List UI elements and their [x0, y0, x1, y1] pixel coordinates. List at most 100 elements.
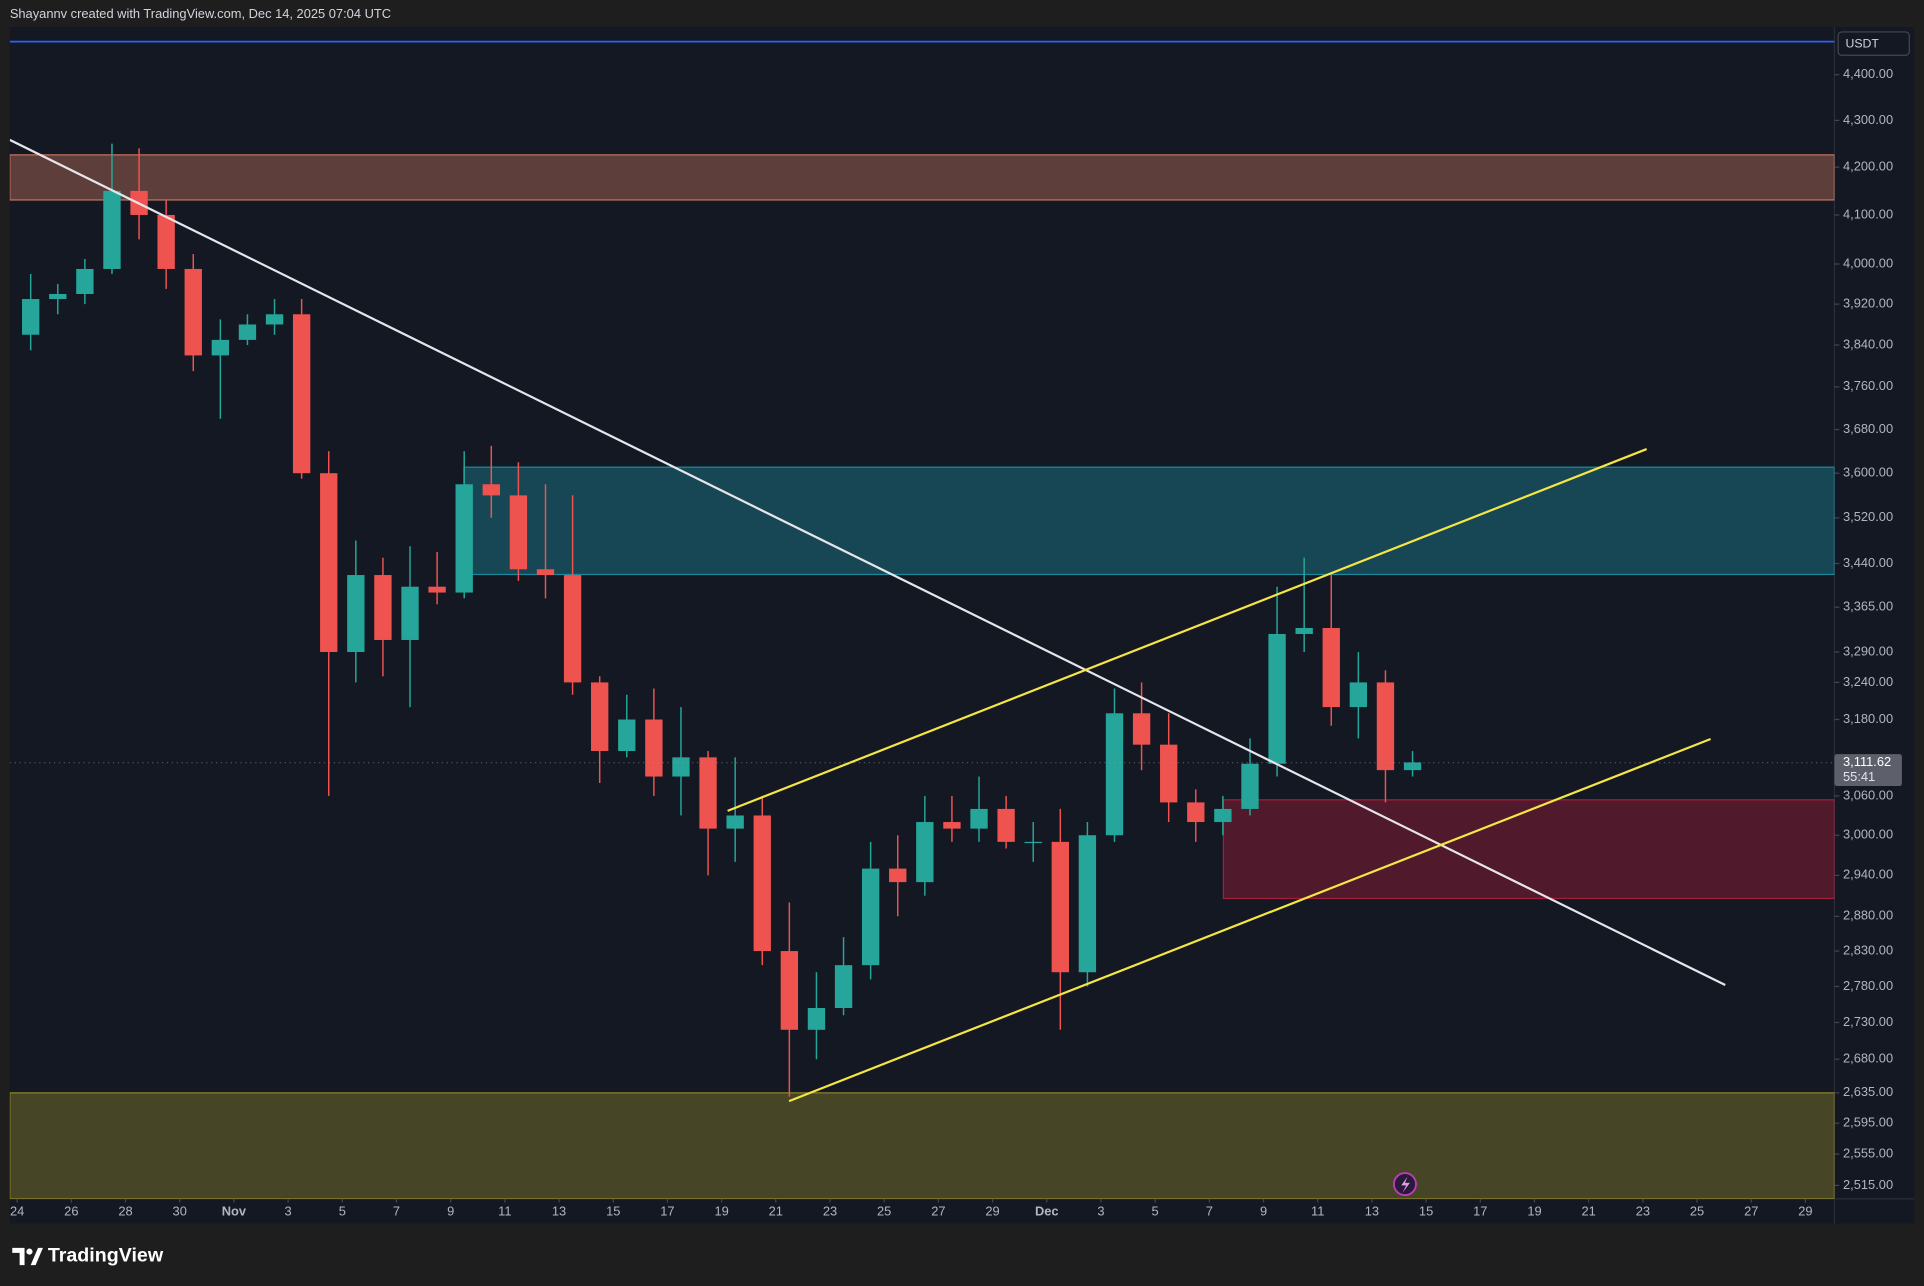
candle-body [76, 268, 94, 295]
countdown-label: 55:41 [1843, 769, 1875, 784]
x-tick-label: 9 [1260, 1204, 1267, 1219]
x-tick-label: 26 [64, 1204, 78, 1219]
x-tick-label: 23 [823, 1204, 837, 1219]
zone [9, 1092, 1835, 1199]
candle-body [455, 484, 473, 593]
candle-body [320, 473, 338, 653]
x-tick-label: 25 [877, 1204, 891, 1219]
x-tick-label: 19 [1527, 1204, 1541, 1219]
candle-body [1187, 802, 1205, 823]
candle-body [1241, 763, 1259, 809]
candle-body [753, 815, 771, 952]
candle-body [1051, 841, 1069, 973]
zone [1222, 799, 1835, 900]
x-tick-label: 21 [769, 1204, 783, 1219]
y-tick-label: 3,840.00 [1843, 336, 1893, 351]
x-tick-label: 27 [1744, 1204, 1758, 1219]
currency-label: USDT [1845, 36, 1879, 50]
x-tick-label: 19 [714, 1204, 728, 1219]
candle-body [889, 868, 907, 883]
candle-body [645, 719, 663, 777]
x-tick-label: 13 [552, 1204, 566, 1219]
x-tick-label: 28 [118, 1204, 132, 1219]
y-tick-label: 2,780.00 [1843, 978, 1893, 993]
x-tick-label: 29 [1798, 1204, 1812, 1219]
candle-body [428, 586, 446, 593]
candle-body [1105, 713, 1124, 836]
x-tick-label: 17 [1473, 1204, 1487, 1219]
x-tick-label: 11 [1311, 1204, 1324, 1219]
candle-body [834, 965, 853, 1009]
y-tick-label: 3,520.00 [1843, 509, 1893, 524]
y-tick-label: 2,730.00 [1843, 1014, 1893, 1029]
x-tick-label: 9 [447, 1204, 454, 1219]
y-tick-label: 2,880.00 [1843, 908, 1893, 923]
x-tick-label: 3 [1097, 1204, 1104, 1219]
candle-body [103, 190, 121, 269]
candle-body [1403, 762, 1422, 771]
x-tick-label: 27 [931, 1204, 945, 1219]
trendline [727, 448, 1648, 812]
candle-body [1322, 628, 1340, 708]
candle-body [157, 214, 175, 269]
candle-body [265, 314, 284, 325]
y-tick-label: 4,400.00 [1843, 66, 1893, 81]
y-tick-label: 3,760.00 [1843, 378, 1893, 393]
candle-body [1160, 744, 1178, 803]
y-tick-label: 4,200.00 [1843, 159, 1893, 174]
snapshot-header: Shayannv created with TradingView.com, D… [10, 6, 391, 21]
y-tick-label: 3,290.00 [1843, 643, 1893, 658]
candle-body [591, 682, 609, 751]
candle-body [1024, 841, 1042, 844]
candle-body [1268, 633, 1286, 764]
y-tick-label: 3,240.00 [1843, 674, 1893, 689]
candle-body [49, 294, 67, 300]
y-tick-label: 2,830.00 [1843, 942, 1893, 957]
candle-body [943, 822, 961, 829]
x-tick-label: Nov [222, 1204, 247, 1219]
candle-body [1078, 835, 1097, 973]
candle-body [807, 1008, 826, 1030]
y-tick-label: 2,595.00 [1843, 1115, 1893, 1130]
candle-body [970, 808, 988, 829]
y-tick-label: 4,300.00 [1843, 112, 1893, 127]
x-tick-label: 29 [985, 1204, 999, 1219]
trendline [9, 138, 1726, 987]
y-tick-label: 3,440.00 [1843, 555, 1893, 570]
y-tick-label: 2,515.00 [1843, 1177, 1893, 1192]
last-price-label: 3,111.62 [1843, 754, 1891, 769]
candle-body [292, 314, 311, 474]
y-tick-label: 2,940.00 [1843, 867, 1893, 882]
x-tick-label: 7 [1206, 1204, 1213, 1219]
x-tick-label: Dec [1035, 1204, 1059, 1219]
alert-bolt [1401, 1176, 1410, 1193]
y-tick-label: 2,680.00 [1843, 1051, 1893, 1066]
candle-body [1295, 628, 1313, 634]
candle-body [618, 719, 636, 751]
y-tick-label: 4,100.00 [1843, 206, 1893, 221]
y-tick-label: 3,680.00 [1843, 421, 1893, 436]
currency-box [1837, 31, 1910, 56]
candle-body [726, 815, 744, 829]
candle-body [780, 951, 799, 1030]
y-tick-label: 3,000.00 [1843, 827, 1893, 842]
plot-layer [9, 40, 1835, 1199]
brand-text: TradingView [48, 1245, 164, 1267]
x-tick-label: 15 [606, 1204, 620, 1219]
y-tick-label: 4,000.00 [1843, 255, 1893, 270]
logo-dot [26, 1248, 33, 1255]
y-tick-label: 3,365.00 [1843, 599, 1893, 614]
trendline [788, 737, 1712, 1103]
x-tick-label: 5 [339, 1204, 346, 1219]
y-tick-label: 3,920.00 [1843, 296, 1893, 311]
candle-body [1214, 808, 1232, 823]
zone [463, 466, 1835, 576]
x-tick-label: 25 [1690, 1204, 1704, 1219]
candle-body [1376, 682, 1395, 771]
x-tick-label: 5 [1152, 1204, 1159, 1219]
candle-body [238, 324, 257, 340]
candle-body [1132, 713, 1151, 745]
x-tick-label: 21 [1582, 1204, 1596, 1219]
